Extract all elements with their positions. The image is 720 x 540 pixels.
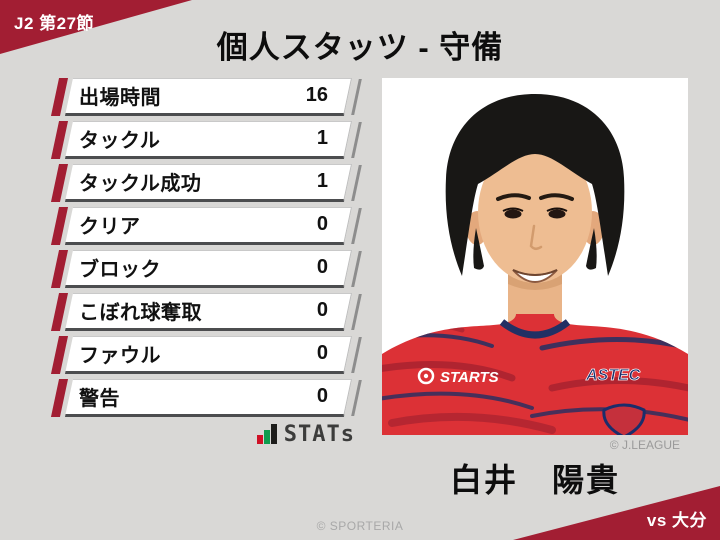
table-row: 出場時間 16 [50, 78, 362, 116]
page-title: 個人スタッツ - 守備 [216, 30, 504, 65]
stats-panel: 出場時間 16 タックル 1 タックル成功 1 [50, 78, 362, 422]
table-row: タックル 1 [50, 121, 362, 159]
bar-chart-icon [256, 424, 277, 447]
table-row: ブロック 0 [50, 250, 362, 288]
opponent-badge: vs 大分 [646, 511, 707, 530]
stat-label: タックル [79, 130, 161, 152]
stat-label: 出場時間 [79, 87, 161, 109]
jersey-sponsor-right-label: ASTEC [585, 367, 641, 384]
table-row: クリア 0 [50, 207, 362, 245]
stat-value: 1 [316, 127, 328, 149]
stat-label: クリア [79, 216, 141, 238]
stat-value: 16 [305, 84, 328, 106]
table-row: 警告 0 [50, 379, 362, 417]
site-credit: © SPORTERIA [316, 519, 404, 533]
stat-label: ブロック [79, 259, 161, 281]
round-badge: J2 第27節 [14, 14, 95, 33]
stat-value: 1 [316, 170, 328, 192]
stat-label: タックル成功 [79, 173, 202, 195]
stat-value: 0 [316, 213, 328, 235]
jersey-sponsor-left-label: STARTS [440, 369, 499, 386]
player-name: 白井 陽貴 [449, 462, 620, 498]
table-row: ファウル 0 [50, 336, 362, 374]
stat-value: 0 [316, 385, 328, 407]
stats-logo-label: STATs [283, 422, 355, 447]
stat-label: 警告 [79, 388, 120, 410]
photo-credit: © J.LEAGUE [609, 438, 680, 452]
table-row: タックル成功 1 [50, 164, 362, 202]
table-row: こぼれ球奪取 0 [50, 293, 362, 331]
stat-label: ファウル [79, 345, 161, 367]
player-photo: STARTS ASTEC [382, 78, 688, 435]
stats-logo: STATs [53, 422, 355, 447]
stat-value: 0 [316, 256, 328, 278]
stat-value: 0 [316, 299, 328, 321]
stat-value: 0 [316, 342, 328, 364]
player-portrait-graphic: STARTS ASTEC [382, 78, 688, 435]
stat-label: こぼれ球奪取 [79, 302, 202, 324]
